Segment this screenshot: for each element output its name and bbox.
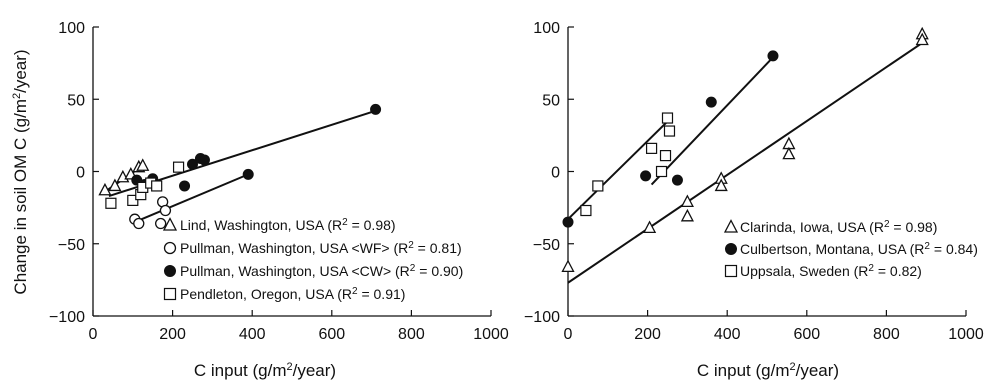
x-tick-label: 400 [714,326,741,343]
y-tick-label: −100 [524,309,560,326]
right-y-ticks: 100 50 0 −50 −100 [524,20,574,326]
data-point-series-1 [133,217,145,230]
legend-label-series-0: Lind, Washington, USA (R2 = 0.98) [180,217,396,233]
left-data-points [98,103,382,230]
legend-label-series-3: Pendleton, Oregon, USA (R2 = 0.91) [180,286,405,302]
x-tick-label: 800 [398,326,425,343]
legend-label-series-1: Culbertson, Montana, USA (R2 = 0.84) [740,241,978,257]
data-point-series-3 [172,161,185,173]
legend-marker-series-0 [162,217,178,231]
legend-marker-series-2 [724,264,738,278]
data-point-series-3 [105,197,117,209]
data-point-series-0 [714,178,728,192]
data-point-series-0 [108,178,122,192]
data-point-series-2 [242,168,254,180]
legend-marker-series-2 [164,265,176,277]
x-tick-label: 200 [634,326,661,343]
right-data-points [561,26,929,273]
y-tick-label: 50 [542,92,560,109]
x-tick-label: 400 [239,326,266,343]
left-y-axis-label: Change in soil OM C (g/m2/year) [11,49,30,294]
data-point-series-3 [127,194,139,206]
right-legend: Clarinda, Iowa, USA (R2 = 0.98) Culbertso… [723,219,978,279]
data-point-series-1 [562,216,574,228]
data-point-series-1 [159,204,172,217]
data-point-series-2 [645,142,658,154]
x-tick-label: 0 [89,326,98,343]
data-point-series-2 [659,150,672,162]
data-point-series-2 [198,154,210,166]
x-tick-label: 800 [873,326,900,343]
data-point-series-0 [643,220,657,234]
left-y-ticks: 100 50 0 −50 −100 [49,20,99,326]
data-point-series-0 [680,208,694,222]
data-point-series-2 [661,112,674,124]
data-point-series-0 [782,146,796,160]
data-point-series-2 [370,103,382,115]
legend-label-series-2: Uppsala, Sweden (R2 = 0.82) [740,263,922,279]
data-point-series-1 [767,50,779,62]
x-tick-label: 1000 [948,326,984,343]
x-tick-label: 600 [318,326,345,343]
right-x-axis-label: C input (g/m2/year) [697,361,839,380]
data-point-series-0 [680,194,694,207]
legend-label-series-2: Pullman, Washington, USA <CW> (R2 = 0.90… [180,263,463,279]
legend-label-series-1: Pullman, Washington, USA <WF> (R2 = 0.81… [180,240,462,256]
left-chart-panel: 100 50 0 −50 −100 0 200 400 600 800 1000 Change i… [11,20,509,380]
left-x-ticks: 0 200 400 600 800 1000 [89,310,509,343]
right-chart-panel: 100 50 0 −50 −100 0 200 400 600 800 1000 C input … [524,20,984,380]
data-point-series-2 [655,165,668,178]
legend-marker-series-3 [163,287,177,301]
y-tick-label: −50 [533,237,560,254]
y-tick-label: 100 [58,20,85,37]
x-tick-label: 600 [793,326,820,343]
legend-marker-series-1 [163,241,177,255]
data-point-series-0 [136,158,150,171]
y-tick-label: 0 [76,165,85,182]
data-point-series-2 [663,125,676,137]
x-tick-label: 1000 [473,326,509,343]
y-tick-label: −50 [58,237,85,254]
data-point-series-2 [592,180,604,192]
y-tick-label: 0 [551,165,560,182]
data-point-series-1 [640,170,652,182]
data-point-series-0 [561,259,575,273]
fit-line-series-1 [134,173,249,223]
left-legend: Lind, Washington, USA (R2 = 0.98) Pullman… [162,217,463,302]
fit-line-series-0 [567,42,923,284]
data-point-series-2 [187,158,198,170]
legend-marker-series-0 [723,219,739,233]
data-point-series-0 [98,182,112,196]
data-point-series-2 [179,180,191,192]
data-point-series-3 [151,180,163,192]
x-tick-label: 0 [564,326,573,343]
fit-line-series-1 [650,56,774,186]
data-point-series-0 [915,32,929,46]
y-tick-label: 50 [67,92,85,109]
legend-marker-series-1 [725,243,737,255]
data-point-series-2 [580,204,592,217]
data-point-series-1 [671,174,683,186]
y-tick-label: 100 [533,20,560,37]
data-point-series-1 [705,96,717,108]
legend-label-series-0: Clarinda, Iowa, USA (R2 = 0.98) [740,219,937,235]
x-tick-label: 200 [159,326,186,343]
right-x-ticks: 0 200 400 600 800 1000 [564,310,984,343]
y-tick-label: −100 [49,309,85,326]
data-point-series-1 [155,217,167,230]
left-x-axis-label: C input (g/m2/year) [194,361,336,380]
fit-line-series-2 [567,118,671,220]
right-fit-lines [567,42,923,284]
